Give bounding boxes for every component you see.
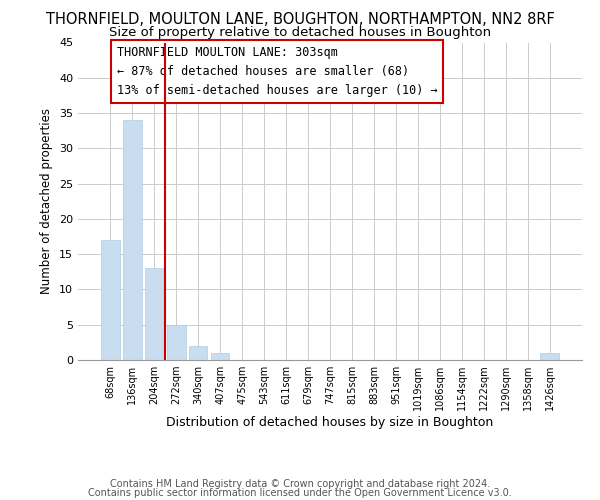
X-axis label: Distribution of detached houses by size in Boughton: Distribution of detached houses by size … [166, 416, 494, 429]
Bar [123, 120, 142, 360]
Bar [541, 353, 559, 360]
Text: THORNFIELD, MOULTON LANE, BOUGHTON, NORTHAMPTON, NN2 8RF: THORNFIELD, MOULTON LANE, BOUGHTON, NORT… [46, 12, 554, 28]
Bar [167, 324, 185, 360]
Bar [145, 268, 164, 360]
Text: Size of property relative to detached houses in Boughton: Size of property relative to detached ho… [109, 26, 491, 39]
Text: Contains public sector information licensed under the Open Government Licence v3: Contains public sector information licen… [88, 488, 512, 498]
Text: Contains HM Land Registry data © Crown copyright and database right 2024.: Contains HM Land Registry data © Crown c… [110, 479, 490, 489]
Y-axis label: Number of detached properties: Number of detached properties [40, 108, 53, 294]
Text: THORNFIELD MOULTON LANE: 303sqm
← 87% of detached houses are smaller (68)
13% of: THORNFIELD MOULTON LANE: 303sqm ← 87% of… [117, 46, 437, 97]
Bar [211, 353, 229, 360]
Bar [189, 346, 208, 360]
Bar [101, 240, 119, 360]
